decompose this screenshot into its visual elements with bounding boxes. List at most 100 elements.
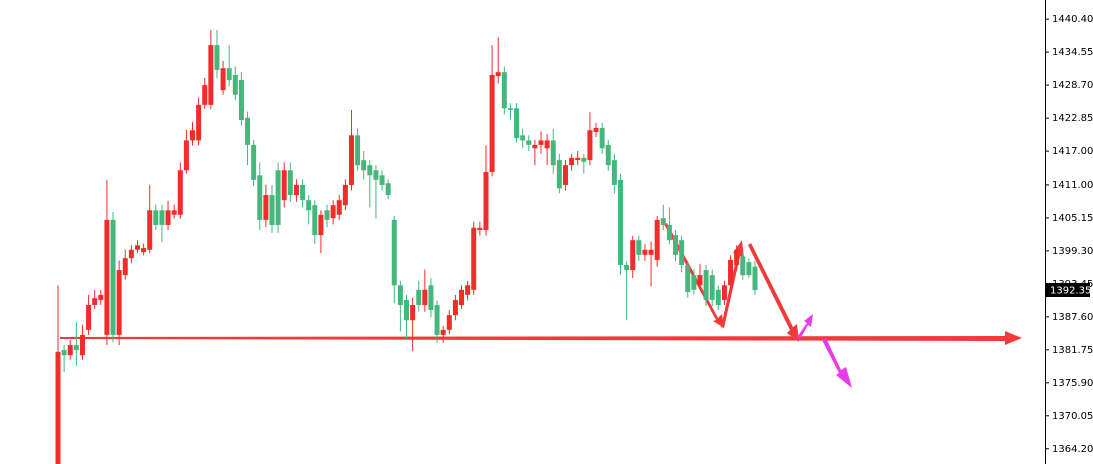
candle-body [575, 157, 581, 161]
candle-body [483, 171, 489, 231]
candle-body [691, 275, 697, 290]
candle-body [196, 104, 202, 141]
candle-body [428, 285, 434, 311]
candle-body [709, 275, 715, 300]
candle-body [373, 170, 379, 180]
candle-body [73, 345, 79, 351]
candle-body [190, 130, 196, 141]
candle-body [214, 45, 220, 70]
candle-body [202, 85, 208, 105]
candle-body [685, 264, 691, 293]
candle-body [379, 175, 385, 185]
candle-body [397, 285, 403, 306]
candle-body [666, 224, 672, 241]
candle-body [86, 305, 92, 330]
candle-body [391, 219, 397, 286]
candle-body [134, 245, 140, 250]
candle-body [220, 68, 226, 91]
candle-body [330, 205, 336, 219]
candle-body [599, 127, 605, 149]
candle-body [275, 170, 281, 225]
candle-body [697, 275, 703, 286]
candle-body [593, 127, 599, 132]
candle-body [459, 289, 465, 306]
candle-body [104, 219, 110, 335]
candle-body [348, 135, 354, 185]
candle-body [300, 184, 306, 201]
candle-body [238, 80, 244, 121]
candles [55, 29, 758, 464]
candle-body [312, 205, 318, 236]
y-tick-label: 1405.15 [1052, 213, 1093, 224]
candle-body [324, 210, 330, 220]
candle-body [728, 259, 734, 286]
annotations [60, 223, 1022, 388]
candle-body [79, 334, 85, 356]
candle-body [679, 240, 685, 265]
candle-body [581, 157, 587, 162]
candle-body [489, 74, 495, 172]
y-tick-label: 1440.40 [1052, 14, 1093, 25]
candle-body [562, 165, 568, 185]
candle-body [617, 179, 623, 265]
candle-body [55, 351, 61, 464]
candle-body [336, 200, 342, 215]
candle-body [715, 289, 721, 306]
y-tick-label: 1428.70 [1052, 80, 1093, 91]
y-tick-label: 1375.90 [1052, 378, 1093, 389]
candle-body [116, 270, 122, 335]
candle-body [263, 195, 269, 220]
candle-body [404, 299, 409, 321]
y-tick-label: 1370.05 [1052, 411, 1093, 422]
candle-body [630, 240, 636, 271]
y-tick-label: 1381.75 [1052, 345, 1093, 356]
candle-body [281, 170, 287, 201]
candle-body [232, 74, 238, 95]
candle-body [538, 140, 544, 145]
candle-body [734, 249, 740, 265]
up-arrow [797, 314, 813, 339]
candle-body [642, 249, 648, 255]
candle-body [660, 218, 666, 225]
candle-body [293, 184, 299, 196]
candle-body [245, 117, 251, 145]
candle-body [446, 315, 452, 330]
candle-body [287, 170, 293, 196]
candle-body [367, 165, 373, 176]
y-tick-label: 1417.00 [1052, 146, 1093, 157]
candle-body [648, 249, 654, 255]
candle-body [269, 195, 275, 225]
candle-body [501, 72, 507, 109]
candle-body [147, 210, 153, 250]
candle-body [422, 289, 428, 306]
candle-body [544, 140, 550, 149]
candle-body [342, 184, 348, 206]
candle-body [605, 144, 611, 166]
support-line [60, 331, 1022, 345]
y-tick-label: 1434.55 [1052, 47, 1093, 58]
candle-body [611, 160, 617, 185]
candle-body [740, 256, 746, 276]
candle-body [526, 140, 532, 145]
candle-body [624, 264, 630, 271]
candle-body [495, 72, 501, 77]
candle-body [355, 135, 361, 166]
candle-body [110, 219, 116, 335]
candle-body [465, 285, 471, 295]
candle-body [171, 210, 177, 215]
last-price-label: 1392.35 [1050, 286, 1091, 297]
candle-body [177, 170, 183, 215]
candle-body [477, 227, 483, 231]
candle-body [165, 210, 171, 225]
candle-body [434, 305, 440, 335]
candle-body [532, 144, 538, 149]
candle-body [654, 219, 660, 260]
y-tick-label: 1399.30 [1052, 246, 1093, 257]
candle-body [122, 258, 128, 276]
y-tick-label: 1387.60 [1052, 312, 1093, 323]
candle-body [703, 270, 709, 300]
axis-background [1045, 0, 1093, 464]
candle-body [569, 157, 575, 166]
candle-body [153, 210, 159, 225]
candle-body [550, 140, 556, 166]
